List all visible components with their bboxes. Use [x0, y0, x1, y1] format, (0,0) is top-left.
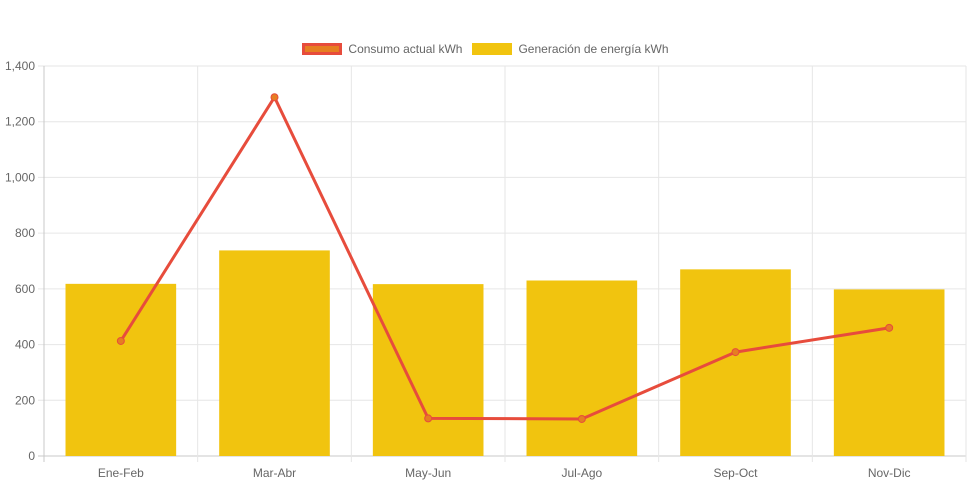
x-tick-label: May-Jun: [405, 466, 451, 480]
bar-generacion: [65, 283, 177, 456]
legend-swatch-generacion: [472, 43, 513, 55]
point-consumo: [577, 414, 586, 423]
y-tick-label: 800: [15, 226, 35, 240]
point-consumo: [731, 348, 740, 357]
y-tick-label: 200: [15, 393, 35, 407]
legend-label-generacion: Generación de energía kWh: [518, 42, 669, 56]
legend-item-consumo[interactable]: Consumo actual kWh: [302, 42, 462, 56]
bar-generacion: [219, 250, 330, 456]
y-tick-label: 1,400: [5, 59, 35, 73]
y-tick-label: 1,000: [5, 170, 35, 184]
bar-generacion: [833, 289, 945, 456]
bar-generacion: [372, 284, 484, 456]
x-tick-label: Nov-Dic: [868, 466, 911, 480]
y-tick-label: 0: [28, 449, 35, 463]
point-consumo: [270, 93, 279, 102]
x-tick-label: Mar-Abr: [253, 466, 296, 480]
point-consumo: [885, 323, 894, 332]
y-tick-label: 1,200: [5, 115, 35, 129]
bar-generacion: [526, 280, 638, 456]
x-tick-label: Jul-Ago: [561, 466, 602, 480]
legend-item-generacion[interactable]: Generación de energía kWh: [472, 42, 669, 56]
bar-generacion: [680, 269, 791, 456]
y-tick-label: 400: [15, 338, 35, 352]
x-tick-label: Ene-Feb: [98, 466, 144, 480]
point-consumo: [116, 336, 125, 345]
y-tick-label: 600: [15, 282, 35, 296]
line-consumo: [119, 95, 890, 421]
legend: Consumo actual kWh Generación de energía…: [0, 42, 971, 56]
x-tick-label: Sep-Oct: [713, 466, 758, 480]
legend-label-consumo: Consumo actual kWh: [348, 42, 463, 56]
point-consumo: [424, 414, 433, 423]
legend-swatch-consumo: [302, 43, 343, 55]
